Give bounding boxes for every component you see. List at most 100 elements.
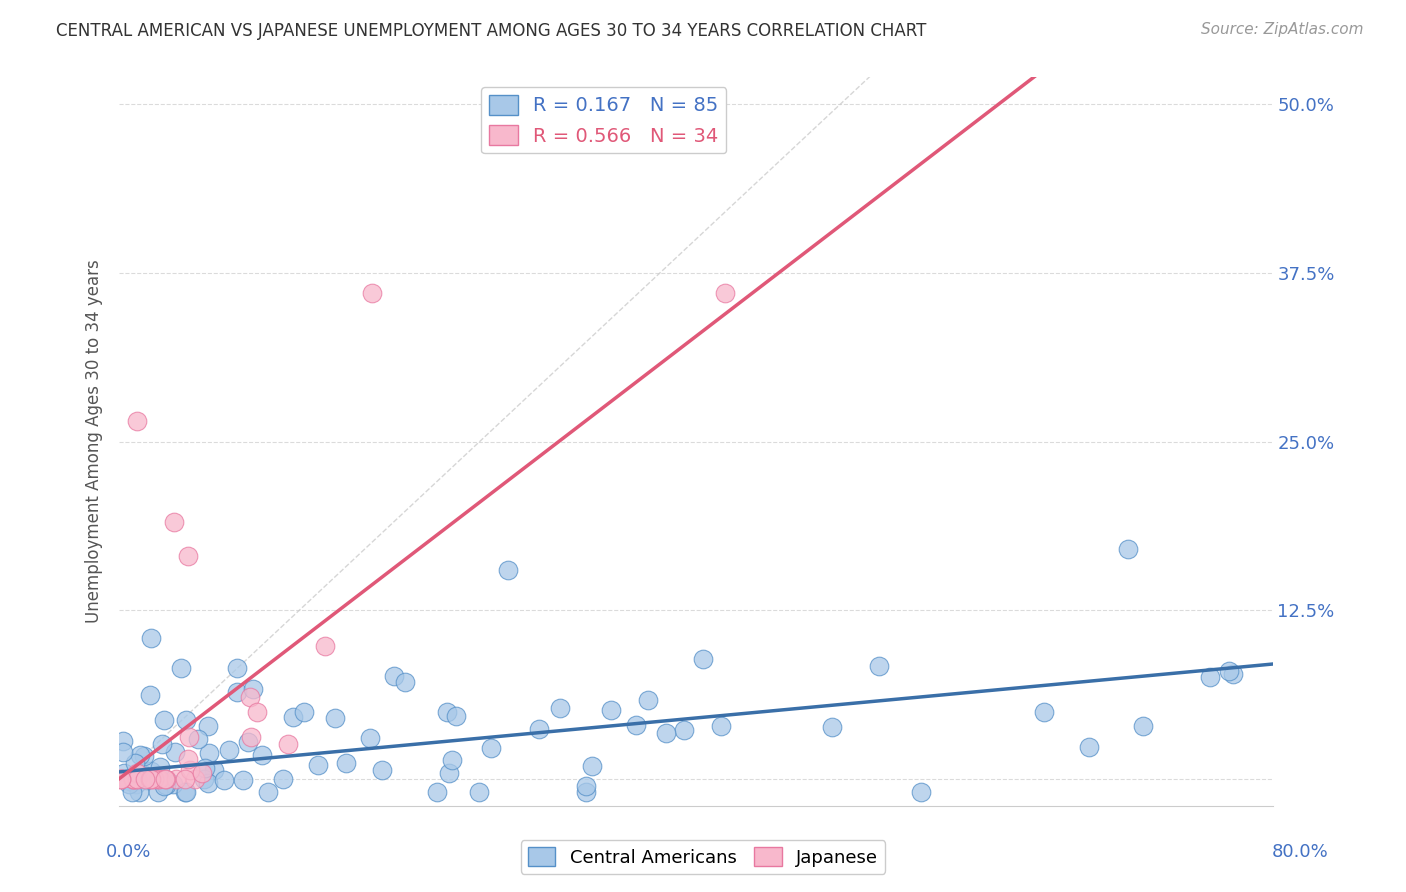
Point bbox=[146, 769, 169, 783]
Point bbox=[575, 779, 598, 793]
Point bbox=[673, 723, 696, 738]
Point bbox=[239, 730, 262, 744]
Point bbox=[314, 639, 336, 653]
Point bbox=[246, 705, 269, 719]
Point bbox=[1198, 670, 1220, 684]
Point bbox=[271, 772, 294, 786]
Point bbox=[226, 660, 249, 674]
Text: CENTRAL AMERICAN VS JAPANESE UNEMPLOYMENT AMONG AGES 30 TO 34 YEARS CORRELATION : CENTRAL AMERICAN VS JAPANESE UNEMPLOYMEN… bbox=[56, 22, 927, 40]
Point bbox=[446, 709, 468, 723]
Point bbox=[139, 632, 162, 646]
Point bbox=[174, 785, 197, 799]
Point bbox=[637, 692, 659, 706]
Point bbox=[143, 772, 166, 786]
Point bbox=[277, 737, 299, 751]
Point bbox=[136, 772, 159, 787]
Point bbox=[139, 688, 162, 702]
Point bbox=[112, 734, 135, 748]
Point bbox=[125, 414, 148, 428]
Point bbox=[281, 710, 304, 724]
Point bbox=[548, 700, 571, 714]
Point bbox=[173, 785, 195, 799]
Point bbox=[197, 719, 219, 733]
Point bbox=[176, 752, 198, 766]
Point bbox=[335, 756, 357, 771]
Point bbox=[599, 703, 621, 717]
Point bbox=[713, 286, 735, 301]
Point bbox=[155, 772, 177, 786]
Point bbox=[170, 661, 193, 675]
Point bbox=[177, 549, 200, 564]
Point bbox=[135, 768, 157, 782]
Point bbox=[121, 772, 143, 786]
Point bbox=[193, 772, 215, 786]
Point bbox=[118, 777, 141, 791]
Point bbox=[125, 777, 148, 791]
Point bbox=[1132, 718, 1154, 732]
Point bbox=[121, 785, 143, 799]
Point bbox=[256, 785, 278, 799]
Point bbox=[194, 761, 217, 775]
Point bbox=[179, 730, 201, 744]
Point bbox=[184, 772, 207, 786]
Point bbox=[1033, 706, 1056, 720]
Point bbox=[179, 763, 201, 777]
Point bbox=[118, 774, 141, 789]
Point bbox=[236, 734, 259, 748]
Point bbox=[121, 772, 143, 786]
Point bbox=[359, 731, 381, 745]
Point bbox=[148, 772, 170, 786]
Point bbox=[139, 764, 162, 778]
Point bbox=[910, 785, 932, 799]
Point bbox=[426, 785, 449, 799]
Point bbox=[121, 772, 143, 786]
Point bbox=[187, 731, 209, 746]
Point bbox=[134, 772, 156, 786]
Point bbox=[111, 745, 134, 759]
Point bbox=[153, 713, 176, 727]
Y-axis label: Unemployment Among Ages 30 to 34 years: Unemployment Among Ages 30 to 34 years bbox=[86, 260, 103, 624]
Point bbox=[112, 766, 135, 780]
Text: Source: ZipAtlas.com: Source: ZipAtlas.com bbox=[1201, 22, 1364, 37]
Point bbox=[128, 747, 150, 762]
Legend: R = 0.167   N = 85, R = 0.566   N = 34: R = 0.167 N = 85, R = 0.566 N = 34 bbox=[481, 87, 727, 153]
Point bbox=[202, 763, 225, 777]
Point bbox=[1218, 664, 1240, 678]
Point bbox=[110, 772, 132, 786]
Point bbox=[437, 766, 460, 780]
Point bbox=[127, 772, 149, 786]
Point bbox=[232, 773, 254, 788]
Point bbox=[581, 759, 603, 773]
Text: 0.0%: 0.0% bbox=[105, 843, 150, 861]
Point bbox=[370, 763, 392, 777]
Point bbox=[323, 711, 346, 725]
Point bbox=[163, 516, 186, 530]
Point bbox=[150, 737, 173, 751]
Point bbox=[174, 714, 197, 728]
Point bbox=[146, 772, 169, 786]
Point bbox=[394, 675, 416, 690]
Point bbox=[440, 753, 463, 767]
Point bbox=[128, 785, 150, 799]
Point bbox=[529, 723, 551, 737]
Text: 80.0%: 80.0% bbox=[1272, 843, 1329, 861]
Point bbox=[250, 747, 273, 762]
Point bbox=[868, 659, 890, 673]
Point bbox=[153, 779, 176, 793]
Point bbox=[173, 772, 195, 786]
Point bbox=[124, 756, 146, 771]
Point bbox=[197, 776, 219, 790]
Point bbox=[212, 773, 235, 788]
Point bbox=[163, 746, 186, 760]
Point bbox=[624, 718, 647, 732]
Point bbox=[436, 705, 458, 719]
Point bbox=[1078, 739, 1101, 754]
Point bbox=[575, 785, 598, 799]
Point bbox=[139, 772, 162, 786]
Point bbox=[125, 766, 148, 780]
Point bbox=[198, 747, 221, 761]
Point bbox=[155, 772, 177, 786]
Point bbox=[162, 777, 184, 791]
Point bbox=[360, 286, 382, 301]
Point bbox=[218, 743, 240, 757]
